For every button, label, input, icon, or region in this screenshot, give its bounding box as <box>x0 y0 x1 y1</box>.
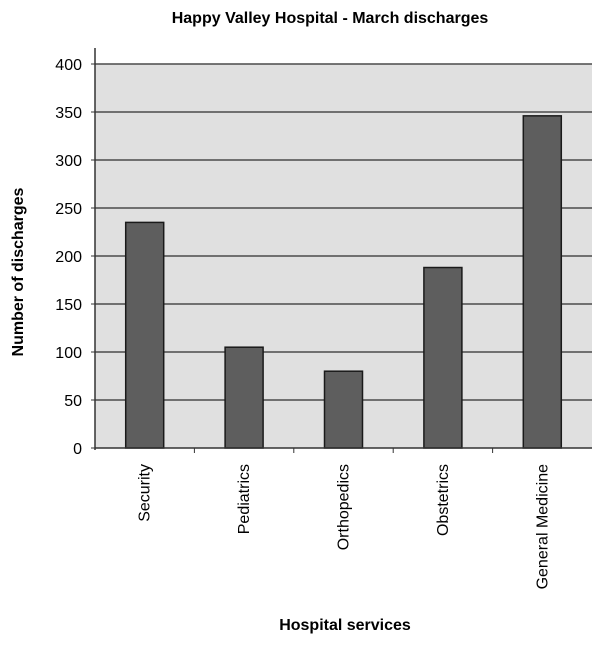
y-tick-label: 200 <box>55 249 82 266</box>
axes <box>94 48 592 450</box>
y-tick-label: 400 <box>55 57 82 74</box>
y-tick-label: 250 <box>55 201 82 218</box>
x-axis-label: Hospital services <box>279 617 411 634</box>
x-tick-label: Pediatrics <box>236 464 253 534</box>
y-tick-label: 50 <box>64 393 82 410</box>
x-tick-label: General Medicine <box>534 464 551 590</box>
y-tick-labels: 0 50 100 150 200 250 300 350 400 <box>55 57 95 458</box>
x-tick-label: Security <box>137 464 154 522</box>
y-tick-label: 300 <box>55 153 82 170</box>
bar-general-medicine <box>522 115 563 449</box>
y-tick-label: 350 <box>55 105 82 122</box>
bar-orthopedics <box>323 370 364 449</box>
chart-title: Happy Valley Hospital - March discharges <box>172 10 489 27</box>
x-tick-label: Orthopedics <box>336 464 353 550</box>
bars <box>124 115 563 449</box>
bar-security <box>124 221 165 449</box>
y-tick-label: 150 <box>55 297 82 314</box>
x-tick-labels: Security Pediatrics Orthopedics Obstetrics G… <box>137 448 551 590</box>
gridlines <box>95 63 592 401</box>
y-tick-label: 100 <box>55 345 82 362</box>
bar-obstetrics <box>423 266 463 449</box>
y-axis-label: Number of discharges <box>10 187 27 356</box>
bar-pediatrics <box>224 346 264 449</box>
y-tick-label: 0 <box>73 441 82 458</box>
x-tick-label: Obstetrics <box>435 464 452 536</box>
